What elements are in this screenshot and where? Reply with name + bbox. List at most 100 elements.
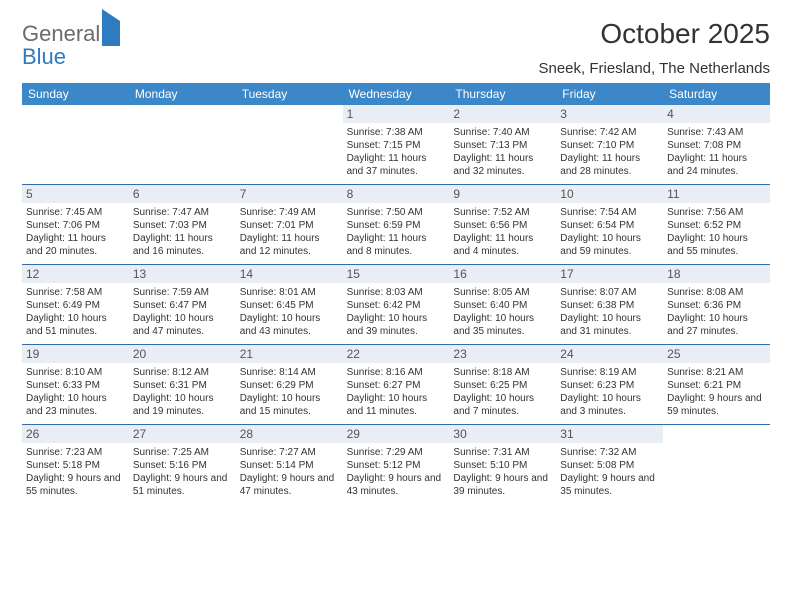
day-cell: 22Sunrise: 8:16 AMSunset: 6:27 PMDayligh… [343, 345, 450, 424]
day-cell: 29Sunrise: 7:29 AMSunset: 5:12 PMDayligh… [343, 425, 450, 504]
sunrise-text: Sunrise: 7:54 AM [560, 206, 659, 219]
day-cell: 31 Sunrise: 7:32 AMSunset: 5:08 PMDayligh… [556, 425, 663, 504]
sunrise-text: Sunrise: 8:03 AM [347, 286, 446, 299]
day-info: Sunrise: 7:43 AMSunset: 7:08 PMDaylight:… [667, 126, 766, 178]
logo-line2: Blue [22, 44, 66, 69]
daylight-text: Daylight: 10 hours and 11 minutes. [347, 392, 446, 418]
day-info: Sunrise: 7:27 AMSunset: 5:14 PMDaylight:… [240, 446, 339, 498]
day-number: 15 [343, 265, 450, 283]
day-number: 14 [236, 265, 343, 283]
day-cell: 8Sunrise: 7:50 AMSunset: 6:59 PMDaylight… [343, 185, 450, 264]
daylight-text: Daylight: 11 hours and 12 minutes. [240, 232, 339, 258]
day-number: 23 [449, 345, 556, 363]
week-row: 19Sunrise: 8:10 AMSunset: 6:33 PMDayligh… [22, 344, 770, 424]
day-info: Sunrise: 7:38 AMSunset: 7:15 PMDaylight:… [347, 126, 446, 178]
daylight-text: Daylight: 9 hours and 51 minutes. [133, 472, 232, 498]
sunrise-text: Sunrise: 8:12 AM [133, 366, 232, 379]
day-header: Sunday [22, 83, 129, 105]
daylight-text: Daylight: 11 hours and 20 minutes. [26, 232, 125, 258]
location: Sneek, Friesland, The Netherlands [538, 60, 770, 77]
day-info: Sunrise: 8:08 AMSunset: 6:36 PMDaylight:… [667, 286, 766, 338]
day-info: Sunrise: 8:07 AMSunset: 6:38 PMDaylight:… [560, 286, 659, 338]
sunset-text: Sunset: 6:29 PM [240, 379, 339, 392]
day-number: 17 [556, 265, 663, 283]
daylight-text: Daylight: 11 hours and 37 minutes. [347, 152, 446, 178]
daylight-text: Daylight: 10 hours and 7 minutes. [453, 392, 552, 418]
sunset-text: Sunset: 6:52 PM [667, 219, 766, 232]
sunrise-text: Sunrise: 8:05 AM [453, 286, 552, 299]
day-info: Sunrise: 7:50 AMSunset: 6:59 PMDaylight:… [347, 206, 446, 258]
sunset-text: Sunset: 6:49 PM [26, 299, 125, 312]
day-cell: 30Sunrise: 7:31 AMSunset: 5:10 PMDayligh… [449, 425, 556, 504]
sunrise-text: Sunrise: 7:58 AM [26, 286, 125, 299]
day-info: Sunrise: 7:32 AMSunset: 5:08 PMDaylight:… [560, 446, 659, 498]
week-row: 1Sunrise: 7:38 AMSunset: 7:15 PMDaylight… [22, 105, 770, 184]
day-header: Monday [129, 83, 236, 105]
sunset-text: Sunset: 6:23 PM [560, 379, 659, 392]
sunrise-text: Sunrise: 7:31 AM [453, 446, 552, 459]
sunset-text: Sunset: 6:31 PM [133, 379, 232, 392]
day-cell: 12Sunrise: 7:58 AMSunset: 6:49 PMDayligh… [22, 265, 129, 344]
daylight-text: Daylight: 10 hours and 15 minutes. [240, 392, 339, 418]
sunset-text: Sunset: 5:18 PM [26, 459, 125, 472]
day-number: 31 [556, 425, 663, 443]
day-header: Thursday [449, 83, 556, 105]
daylight-text: Daylight: 9 hours and 59 minutes. [667, 392, 766, 418]
weeks-container: 1Sunrise: 7:38 AMSunset: 7:15 PMDaylight… [22, 105, 770, 504]
sunset-text: Sunset: 6:40 PM [453, 299, 552, 312]
day-number: 7 [236, 185, 343, 203]
daylight-text: Daylight: 10 hours and 51 minutes. [26, 312, 125, 338]
day-info: Sunrise: 8:12 AMSunset: 6:31 PMDaylight:… [133, 366, 232, 418]
sunrise-text: Sunrise: 7:25 AM [133, 446, 232, 459]
day-cell: 23Sunrise: 8:18 AMSunset: 6:25 PMDayligh… [449, 345, 556, 424]
sunset-text: Sunset: 7:15 PM [347, 139, 446, 152]
day-cell: 4Sunrise: 7:43 AMSunset: 7:08 PMDaylight… [663, 105, 770, 184]
sunrise-text: Sunrise: 8:16 AM [347, 366, 446, 379]
day-cell [129, 105, 236, 184]
day-number: 27 [129, 425, 236, 443]
daylight-text: Daylight: 10 hours and 43 minutes. [240, 312, 339, 338]
daylight-text: Daylight: 11 hours and 4 minutes. [453, 232, 552, 258]
sunset-text: Sunset: 6:27 PM [347, 379, 446, 392]
calendar: Sunday Monday Tuesday Wednesday Thursday… [22, 83, 770, 504]
day-number: 25 [663, 345, 770, 363]
day-header: Saturday [663, 83, 770, 105]
sunset-text: Sunset: 7:08 PM [667, 139, 766, 152]
day-cell: 17 Sunrise: 8:07 AMSunset: 6:38 PMDayligh… [556, 265, 663, 344]
daylight-text: Daylight: 10 hours and 35 minutes. [453, 312, 552, 338]
day-cell: 7Sunrise: 7:49 AMSunset: 7:01 PMDaylight… [236, 185, 343, 264]
daylight-text: Daylight: 10 hours and 19 minutes. [133, 392, 232, 418]
day-number: 9 [449, 185, 556, 203]
sunrise-text: Sunrise: 8:19 AM [560, 366, 659, 379]
daylight-text: Daylight: 10 hours and 55 minutes. [667, 232, 766, 258]
daylight-text: Daylight: 9 hours and 39 minutes. [453, 472, 552, 498]
sunrise-text: Sunrise: 7:59 AM [133, 286, 232, 299]
daylight-text: Daylight: 10 hours and 3 minutes. [560, 392, 659, 418]
sunrise-text: Sunrise: 7:42 AM [560, 126, 659, 139]
sunset-text: Sunset: 6:59 PM [347, 219, 446, 232]
day-number: 30 [449, 425, 556, 443]
day-number: 2 [449, 105, 556, 123]
day-cell: 10Sunrise: 7:54 AMSunset: 6:54 PMDayligh… [556, 185, 663, 264]
daylight-text: Daylight: 11 hours and 28 minutes. [560, 152, 659, 178]
sunset-text: Sunset: 6:56 PM [453, 219, 552, 232]
day-info: Sunrise: 7:25 AMSunset: 5:16 PMDaylight:… [133, 446, 232, 498]
sunset-text: Sunset: 6:54 PM [560, 219, 659, 232]
day-cell: 1Sunrise: 7:38 AMSunset: 7:15 PMDaylight… [343, 105, 450, 184]
day-cell: 25Sunrise: 8:21 AMSunset: 6:21 PMDayligh… [663, 345, 770, 424]
sunset-text: Sunset: 6:42 PM [347, 299, 446, 312]
day-cell: 21Sunrise: 8:14 AMSunset: 6:29 PMDayligh… [236, 345, 343, 424]
day-info: Sunrise: 8:14 AMSunset: 6:29 PMDaylight:… [240, 366, 339, 418]
day-info: Sunrise: 8:16 AMSunset: 6:27 PMDaylight:… [347, 366, 446, 418]
daylight-text: Daylight: 11 hours and 24 minutes. [667, 152, 766, 178]
day-number: 13 [129, 265, 236, 283]
day-cell: 20Sunrise: 8:12 AMSunset: 6:31 PMDayligh… [129, 345, 236, 424]
daylight-text: Daylight: 10 hours and 39 minutes. [347, 312, 446, 338]
title-block: October 2025 Sneek, Friesland, The Nethe… [538, 18, 770, 77]
logo-text: General Blue [22, 22, 120, 68]
day-info: Sunrise: 8:03 AMSunset: 6:42 PMDaylight:… [347, 286, 446, 338]
sunset-text: Sunset: 5:16 PM [133, 459, 232, 472]
day-info: Sunrise: 8:05 AMSunset: 6:40 PMDaylight:… [453, 286, 552, 338]
day-number: 16 [449, 265, 556, 283]
sunset-text: Sunset: 7:03 PM [133, 219, 232, 232]
